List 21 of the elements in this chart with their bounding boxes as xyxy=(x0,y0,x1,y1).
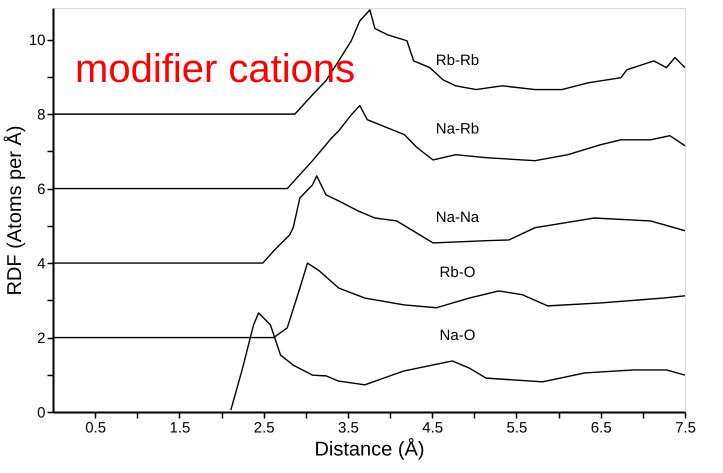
x-tick-label: 7.5 xyxy=(675,420,696,436)
x-axis-title: Distance (Å) xyxy=(314,438,425,460)
y-tick-label: 4 xyxy=(37,256,46,273)
y-tick-label: 8 xyxy=(37,106,46,124)
x-tick-label: 2.5 xyxy=(254,420,275,436)
x-tick-label: 0.5 xyxy=(85,420,106,436)
series-label: Rb-O xyxy=(440,264,476,281)
y-tick-label: 0 xyxy=(37,404,46,422)
series-label: Na-O xyxy=(440,326,476,344)
series-label: Na-Rb xyxy=(436,120,480,138)
series-label: Rb-Rb xyxy=(436,52,480,69)
x-tick-label: 6.5 xyxy=(590,420,612,436)
y-axis-title: RDF (Atoms per Å) xyxy=(2,125,26,296)
x-tick-label: 4.5 xyxy=(422,420,444,436)
series-label: Na-Na xyxy=(436,208,480,226)
x-tick-label: 5.5 xyxy=(506,420,528,436)
y-tick-label: 6 xyxy=(37,181,46,198)
x-tick-label: 1.5 xyxy=(169,420,190,436)
x-tick-label: 3.5 xyxy=(338,420,359,436)
y-tick-label: 2 xyxy=(37,330,46,348)
y-tick-label: 10 xyxy=(28,32,46,50)
